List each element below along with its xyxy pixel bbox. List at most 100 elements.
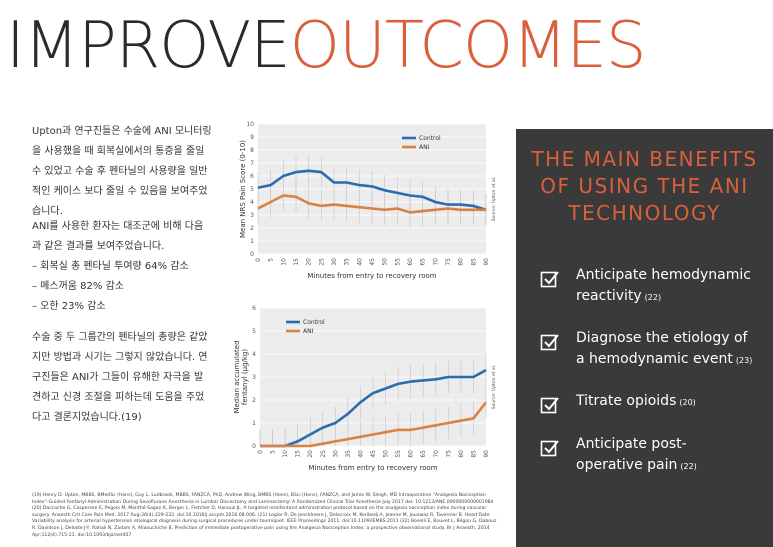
x-tick-label: 20 [307,450,314,458]
x-tick-label: 65 [420,450,427,458]
x-tick-label: 45 [369,258,376,266]
bullet-item: – 오한 23% 감소 [32,301,106,312]
panel-title: THE MAIN BENEFITS OF USING THE ANI TECHN… [516,146,773,227]
checkbox-icon [540,334,559,351]
benefit-line: a hemodynamic event [576,351,733,367]
x-tick-label: 30 [332,450,339,458]
y-tick-label: 6 [252,305,256,312]
x-tick-label: 35 [344,258,351,266]
y-tick-label: 4 [252,351,256,358]
benefit-ref: (23) [735,356,753,365]
benefit-line: reactivity [576,288,642,304]
panel-title-line: OF USING THE ANI [540,174,749,198]
panel-title-line: THE MAIN BENEFITS [531,147,758,171]
checkbox-icon [540,271,559,288]
x-tick-label: 15 [295,450,302,458]
y-tick-label: 3 [250,212,254,219]
benefit-ref: (20) [679,398,696,407]
x-tick-label: 55 [395,450,402,458]
source-note: Source: Upton et al. [491,177,497,222]
x-tick-label: 5 [268,258,275,262]
x-tick-label: 10 [280,258,287,266]
title-part2: OUTCOMES [289,9,647,83]
x-tick-label: 90 [483,450,490,458]
x-tick-label: 40 [356,258,363,266]
y-tick-label: 9 [250,134,254,141]
paragraph-2-intro: ANI를 사용한 환자는 대조군에 비해 다음과 같은 결과를 보여주었습니다. [32,221,204,252]
x-tick-label: 10 [282,450,289,458]
benefit-text: Diagnose the etiology of a hemodynamic ev… [576,328,764,371]
y-tick-label: 7 [250,160,254,167]
y-tick-label: 1 [250,238,254,245]
y-tick-label: 2 [250,225,254,232]
x-tick-label: 45 [370,450,377,458]
y-tick-label: 8 [250,147,254,154]
source-note: Source: Upton et al. [491,365,497,410]
series-line-ani [257,194,486,214]
y-axis-label: fentanyl (μg/kg) [241,349,249,405]
paragraph-1-text: Upton과 연구진들은 수술에 ANI 모니터링을 사용했을 때 회복실에서의… [32,126,212,217]
x-tick-label: 40 [357,450,364,458]
checkbox-icon [540,397,559,414]
x-tick-label: 80 [458,258,465,266]
y-tick-label: 0 [250,251,254,258]
paragraph-3-text: 수술 중 두 그룹간의 펜타닐의 총량은 같았지만 방법과 시기는 그렇지 않았… [32,332,208,423]
bullet-item: – 메스꺼움 82% 감소 [32,281,124,292]
benefit-line: Anticipate post- [576,436,687,452]
title-part1: IMPROVE [6,9,291,83]
x-tick-label: 25 [320,450,327,458]
x-axis-label: Minutes from entry to recovery room [307,272,436,280]
paragraph-3: 수술 중 두 그룹간의 펜타닐의 총량은 같았지만 방법과 시기는 그렇지 않았… [32,328,212,428]
x-tick-label: 0 [257,450,264,454]
y-tick-label: 5 [250,186,254,193]
benefit-line: operative pain [576,457,678,473]
panel-title-line: TECHNOLOGY [568,201,721,225]
y-tick-label: 1 [252,420,256,427]
y-tick-label: 10 [246,121,254,128]
x-tick-label: 70 [433,450,440,458]
x-tick-label: 60 [407,258,414,266]
x-tick-label: 70 [432,258,439,266]
checkbox-icon [540,440,559,457]
benefit-ref: (22) [680,462,697,471]
bullet-item: – 회복실 총 펜타닐 투여량 64% 감소 [32,261,189,272]
x-axis-label: Minutes from entry to recovery room [308,464,437,472]
x-tick-label: 80 [458,450,465,458]
x-tick-label: 5 [270,450,277,454]
benefit-line: Anticipate hemodynamic [576,267,751,283]
x-tick-label: 85 [470,258,477,266]
benefit-ref: (22) [644,293,662,302]
x-tick-label: 30 [331,258,338,266]
legend-label: ANI [419,144,430,151]
x-tick-label: 50 [382,258,389,266]
x-tick-label: 25 [318,258,325,266]
legend-label: ANI [303,328,314,335]
x-tick-label: 60 [408,450,415,458]
x-tick-label: 90 [483,258,490,266]
series-line-ani [260,401,488,448]
y-tick-label: 2 [252,397,256,404]
benefit-text: Anticipate hemodynamic reactivity (22) [576,265,764,308]
y-axis-label: Median accumulated [234,340,241,413]
y-axis-label: Mean NRS Pain Score (0-10) [239,140,247,238]
x-tick-label: 50 [383,450,390,458]
y-tick-label: 3 [252,374,256,381]
benefit-text: Anticipate post-operative pain (22) [576,434,764,477]
benefit-line: Titrate opioids [576,393,677,409]
page-title: IMPROVEOUTCOMES [6,8,647,84]
x-tick-label: 35 [345,450,352,458]
y-tick-label: 0 [252,443,256,450]
x-tick-label: 85 [470,450,477,458]
x-tick-label: 15 [293,258,300,266]
x-tick-label: 65 [420,258,427,266]
benefits-panel: THE MAIN BENEFITS OF USING THE ANI TECHN… [516,129,773,547]
series-line-control [260,368,487,448]
x-tick-label: 55 [394,258,401,266]
legend-label: Control [303,319,325,326]
paragraph-2: ANI를 사용한 환자는 대조군에 비해 다음과 같은 결과를 보여주었습니다.… [32,217,212,317]
legend-label: Control [419,135,441,142]
benefit-text: Titrate opioids (20) [576,391,764,413]
x-tick-label: 75 [445,258,452,266]
